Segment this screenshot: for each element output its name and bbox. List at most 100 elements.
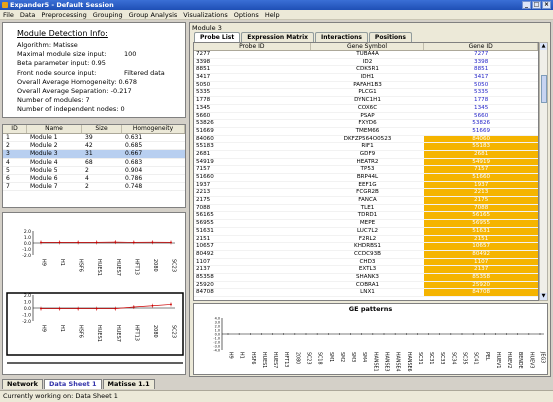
table-row[interactable]: 54919 HEATR2 54919 (194, 158, 538, 167)
table-row[interactable]: 2151 F2RL2 2151 (194, 235, 538, 244)
table-row[interactable]: 84708 LNX1 84708 (194, 289, 538, 297)
table-row[interactable]: 7277 TUBA4A 7277 (194, 51, 538, 59)
gene-id-link[interactable]: 1345 (474, 104, 489, 111)
table-row[interactable]: 5050 PAFAH1B3 5050 (194, 82, 538, 90)
close-button[interactable]: × (542, 1, 551, 9)
col-homogeneity[interactable]: Homogeneity (122, 125, 185, 133)
gene-id-link[interactable]: 51660 (424, 174, 538, 181)
col-gene-id[interactable]: Gene ID (424, 43, 538, 50)
gene-id-link[interactable]: 2213 (424, 189, 538, 197)
gene-id-link[interactable]: 1937 (424, 181, 538, 189)
tab-expression-matrix[interactable]: Expression Matrix (241, 32, 315, 42)
table-row[interactable]: 3 Module 3 31 0.667 (3, 150, 185, 159)
gene-id-link[interactable]: 25920 (424, 281, 538, 289)
table-row[interactable]: 56955 MEPE 56955 (194, 220, 538, 228)
mini-chart[interactable]: 2.01.00.0-1.0-2.0 H9 H1 HSF6 HUES1 HUES7 HFT13… (6, 292, 184, 356)
table-row[interactable]: 3398 ID2 3398 (194, 59, 538, 67)
table-row[interactable]: 84060 DKFZP564O0523 84060 (194, 135, 538, 144)
gene-id-link[interactable]: 53826 (472, 120, 491, 127)
gene-id-link[interactable]: 55183 (424, 143, 538, 150)
tab-positions[interactable]: Positions (368, 32, 412, 42)
gene-id-link[interactable]: 8851 (474, 66, 489, 73)
menu-data[interactable]: Data (19, 10, 36, 19)
table-row[interactable]: 2137 EXTL3 2137 (194, 266, 538, 274)
table-row[interactable]: 1778 DYNC1H1 1778 (194, 97, 538, 105)
table-row[interactable]: 3417 IDH1 3417 (194, 74, 538, 82)
gene-id-link[interactable]: 2137 (424, 266, 538, 273)
table-row[interactable]: 2213 FCGR2B 2213 (194, 189, 538, 198)
col-id[interactable]: ID (3, 125, 27, 133)
gene-id-link[interactable]: 51669 (472, 127, 491, 134)
table-row[interactable]: 6 Module 6 4 0.786 (3, 175, 185, 184)
tab-data-sheet-1[interactable]: Data Sheet 1 (43, 379, 102, 389)
table-row[interactable]: 55183 RIF1 55183 (194, 143, 538, 151)
table-row[interactable]: 7 Module 7 2 0.748 (3, 183, 185, 192)
module-profile-charts[interactable]: 2.0 1.0 0.0 -1.0 -2.0 H9 H1 HSF6 HUES1 HUES7 HFT13… (2, 212, 186, 375)
table-row[interactable]: 80492 CCDC93B 80492 (194, 250, 538, 259)
menu-file[interactable]: File (3, 10, 14, 19)
probe-table-scrollbar[interactable]: ▲ ▼ (539, 42, 548, 301)
gene-id-link[interactable]: 56955 (424, 220, 538, 227)
gene-id-link[interactable]: 5660 (474, 112, 489, 119)
gene-id-link[interactable]: 3417 (474, 74, 489, 81)
table-row[interactable]: 56165 TDRD1 56165 (194, 212, 538, 221)
gene-id-link[interactable]: 56165 (424, 212, 538, 220)
gene-id-link[interactable]: 7088 (424, 204, 538, 212)
menu-help[interactable]: Help (264, 10, 280, 19)
gene-id-link[interactable]: 1778 (474, 97, 489, 104)
tab-interactions[interactable]: Interactions (315, 32, 368, 42)
menu-group-analysis[interactable]: Group Analysis (128, 10, 178, 19)
col-name[interactable]: Name (27, 125, 82, 133)
gene-id-link[interactable]: 51631 (424, 227, 538, 235)
gene-id-link[interactable]: 5050 (474, 81, 489, 88)
table-row[interactable]: 1937 EEF1G 1937 (194, 181, 538, 190)
table-row[interactable]: 4 Module 4 68 0.683 (3, 159, 185, 167)
minimize-button[interactable]: _ (522, 1, 531, 9)
gene-id-link[interactable]: 85358 (424, 273, 538, 281)
gene-id-link[interactable]: 5335 (474, 89, 489, 96)
table-row[interactable]: 51669 TMEM66 51669 (194, 128, 538, 136)
table-row[interactable]: 7157 TP53 7157 (194, 166, 538, 174)
table-row[interactable]: 1107 CHD3 1107 (194, 258, 538, 267)
table-row[interactable]: 53826 FXYD6 53826 (194, 120, 538, 128)
menu-preprocessing[interactable]: Preprocessing (41, 10, 87, 19)
menu-grouping[interactable]: Grouping (92, 10, 123, 19)
gene-id-link[interactable]: 54919 (424, 158, 538, 166)
table-row[interactable]: 51660 BRP44L 51660 (194, 174, 538, 182)
col-probe-id[interactable]: Probe ID (194, 43, 311, 50)
table-row[interactable]: 1 Module 1 39 0.631 (3, 134, 185, 143)
table-row[interactable]: 1345 COX6C 1345 (194, 105, 538, 113)
table-row[interactable]: 51631 LUC7L2 51631 (194, 227, 538, 236)
gene-id-link[interactable]: 10657 (424, 243, 538, 250)
table-row[interactable]: 2 Module 2 42 0.685 (3, 142, 185, 151)
table-row[interactable]: 5 Module 5 2 0.904 (3, 167, 185, 175)
col-size[interactable]: Size (82, 125, 122, 133)
menu-options[interactable]: Options (233, 10, 259, 19)
gene-id-link[interactable]: 2681 (424, 150, 538, 158)
gene-id-link[interactable]: 7277 (474, 51, 489, 57)
mini-chart[interactable]: 2.01.00.0-1.0-2.0 H9 H1 HSF6 HUES1 HUES7 HFT13… (22, 229, 176, 276)
table-row[interactable]: 25920 COBRA1 25920 (194, 281, 538, 290)
gene-id-link[interactable]: 2151 (424, 235, 538, 243)
table-row[interactable]: 2681 GDF9 2681 (194, 150, 538, 159)
menu-visualizations[interactable]: Visualizations (183, 10, 228, 19)
gene-id-link[interactable]: 7157 (424, 166, 538, 173)
scrollbar-thumb[interactable] (541, 75, 547, 103)
table-row[interactable]: 5335 PLCG1 5335 (194, 89, 538, 98)
gene-id-link[interactable]: 2175 (424, 197, 538, 204)
gene-id-link[interactable]: 3398 (474, 58, 489, 65)
gene-id-link[interactable]: 84708 (424, 289, 538, 296)
scroll-up-icon[interactable]: ▲ (540, 43, 547, 50)
tab-matisse[interactable]: Matisse 1.1 (102, 379, 155, 389)
maximize-button[interactable]: □ (532, 1, 541, 9)
gene-id-link[interactable]: 1107 (424, 258, 538, 266)
tab-probe-list[interactable]: Probe List (194, 32, 241, 42)
gene-id-link[interactable]: 84060 (424, 135, 538, 143)
table-row[interactable]: 85358 SHANK3 85358 (194, 273, 538, 282)
col-gene-symbol[interactable]: Gene Symbol (311, 43, 425, 50)
table-row[interactable]: 7088 TLE1 7088 (194, 204, 538, 213)
table-row[interactable]: 10657 KHDRBS1 10657 (194, 243, 538, 251)
table-row[interactable]: 8851 CDK5R1 8851 (194, 66, 538, 75)
tab-network[interactable]: Network (2, 379, 43, 389)
table-row[interactable]: 5660 PSAP 5660 (194, 113, 538, 121)
